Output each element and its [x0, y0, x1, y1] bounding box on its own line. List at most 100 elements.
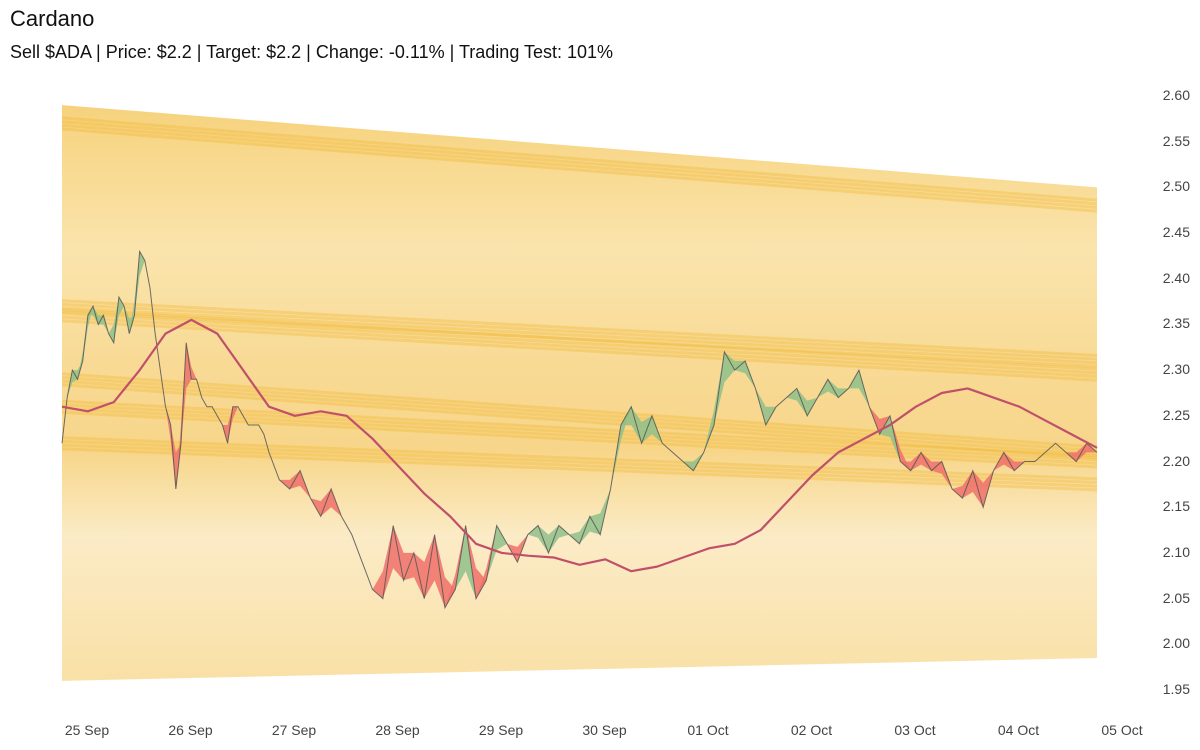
x-tick-label: 30 Sep [582, 722, 627, 738]
deviation-fill [910, 452, 932, 471]
chart-subtitle: Sell $ADA | Price: $2.2 | Target: $2.2 |… [10, 42, 614, 62]
deviation-fill [113, 297, 125, 343]
y-tick-label: 2.55 [1162, 132, 1190, 149]
band-line [61, 123, 1098, 209]
deviation-fill [124, 306, 135, 334]
deviation-fill [310, 488, 332, 517]
deviation-fill [424, 534, 445, 608]
band-line [61, 379, 1098, 456]
x-tick-label: 29 Sep [478, 722, 524, 738]
deviation-fill [465, 525, 487, 599]
price-line [61, 249, 1098, 610]
band-line [61, 375, 1098, 453]
deviation-fill [507, 534, 528, 563]
deviation-fill [382, 525, 404, 599]
x-tick-label: 04 Oct [997, 722, 1040, 738]
band-line [61, 383, 1098, 460]
deviation-fill [589, 488, 611, 535]
band-line [61, 311, 1098, 375]
band-line [61, 116, 1098, 202]
forecast-band [61, 105, 1098, 681]
x-tick-label: 05 Oct [1101, 722, 1143, 738]
deviation-fill [817, 379, 839, 398]
x-tick-label: 01 Oct [687, 722, 729, 738]
y-tick-label: 2.60 [1162, 87, 1190, 103]
band-line [61, 308, 1098, 371]
x-tick-label: 27 Sep [271, 722, 317, 738]
deviation-fill [641, 415, 663, 444]
x-tick-label: 25 Sep [64, 722, 110, 738]
deviation-fill [170, 424, 182, 489]
deviation-fill [579, 516, 601, 544]
deviation-fill [222, 406, 233, 444]
deviation-fill [403, 552, 425, 599]
x-tick-label: 26 Sep [168, 722, 213, 738]
band-line [61, 299, 1098, 358]
y-tick-label: 2.50 [1162, 178, 1190, 195]
band-line [61, 310, 1098, 368]
deviation-fill [434, 534, 456, 608]
band-line [61, 302, 1098, 361]
deviation-fill [455, 525, 476, 599]
y-tick-label: 2.45 [1162, 224, 1190, 241]
deviation-fill [631, 406, 652, 444]
deviation-fill [67, 370, 78, 398]
deviation-fill [952, 470, 973, 499]
deviation-fill [900, 452, 922, 471]
deviation-fill [972, 470, 994, 508]
deviation-fill [320, 488, 342, 517]
deviation-fill [289, 470, 311, 499]
x-tick-label: 03 Oct [894, 722, 936, 738]
y-tick-label: 2.40 [1162, 269, 1190, 286]
deviation-fill [796, 388, 818, 416]
series-lines [61, 249, 1098, 610]
deviation-fill [734, 361, 756, 389]
deviation-fill [548, 525, 570, 553]
y-tick-label: 2.10 [1162, 543, 1190, 560]
band-line [61, 436, 1098, 481]
chart-title: Cardano [10, 6, 95, 31]
deviation-fill [755, 388, 777, 425]
deviation-fill [393, 525, 414, 581]
x-tick-label: 28 Sep [375, 722, 420, 738]
deviation-fill [186, 342, 197, 380]
y-tick-label: 2.20 [1162, 452, 1190, 469]
deviation-fill [486, 525, 508, 581]
moving-average-line [61, 318, 1098, 573]
band-line [61, 407, 1098, 465]
band-area [62, 105, 1097, 681]
y-tick-label: 2.00 [1162, 635, 1190, 652]
y-tick-label: 2.30 [1162, 361, 1190, 378]
band-line [61, 447, 1098, 492]
deviation-fill [134, 251, 145, 316]
deviation-fill [993, 452, 1015, 471]
deviation-fill [527, 525, 549, 553]
band-line [61, 443, 1098, 488]
deviation-fill [848, 370, 870, 407]
y-tick-label: 2.15 [1162, 498, 1190, 515]
deviation-fill [227, 406, 238, 444]
deviation-fill [1065, 443, 1087, 462]
deviation-fill [931, 461, 953, 489]
deviation-fill [538, 525, 559, 553]
x-tick-label: 02 Oct [790, 722, 833, 738]
deviation-fill [72, 361, 83, 380]
deviation-fill [714, 351, 735, 425]
band-line [61, 319, 1098, 382]
band-line [61, 306, 1098, 365]
deviation-fill [181, 342, 192, 444]
band-line [61, 372, 1098, 449]
deviation-fill [413, 534, 435, 599]
deviation-fill [786, 388, 808, 416]
band-line [61, 315, 1098, 379]
y-tick-label: 1.95 [1162, 681, 1190, 697]
deviation-fill [869, 406, 890, 435]
deviation-fill [108, 297, 119, 343]
band-line [61, 127, 1098, 213]
deviation-fill [962, 470, 984, 508]
y-tick-label: 2.25 [1162, 406, 1190, 423]
band-line [61, 439, 1098, 485]
y-tick-label: 2.35 [1162, 315, 1190, 332]
band-line [61, 120, 1098, 206]
